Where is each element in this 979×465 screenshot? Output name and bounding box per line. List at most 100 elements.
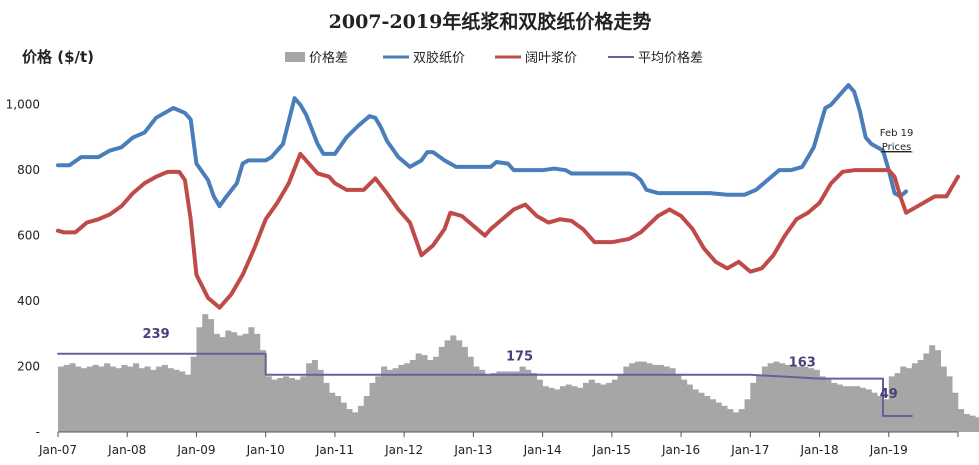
- y-tick-label: -: [36, 425, 40, 439]
- bar-price-spread: [490, 373, 497, 432]
- bar-price-spread: [508, 371, 515, 432]
- x-tick-label: Jan-16: [661, 443, 700, 457]
- bar-price-spread: [306, 363, 313, 432]
- x-tick-label: Jan-15: [592, 443, 631, 457]
- bar-price-spread: [542, 386, 549, 432]
- legend-label: 平均价格差: [638, 50, 703, 66]
- bar-price-spread: [559, 386, 566, 432]
- bar-price-spread: [802, 366, 809, 432]
- bar-price-spread: [686, 384, 693, 432]
- bar-price-spread: [450, 335, 457, 432]
- bar-price-spread: [75, 366, 82, 432]
- bar-price-spread: [663, 366, 670, 432]
- bar-price-spread: [975, 417, 979, 432]
- bar-price-spread: [871, 392, 878, 432]
- bar-price-spread: [69, 363, 76, 432]
- bar-price-spread: [346, 409, 353, 432]
- bar-price-spread: [744, 399, 751, 432]
- bar-price-spread: [202, 314, 209, 432]
- bar-price-spread: [779, 363, 786, 432]
- bar-price-spread: [150, 369, 157, 432]
- bar-price-spread: [138, 368, 145, 432]
- bar-price-spread: [386, 369, 393, 432]
- bar-price-spread: [588, 379, 595, 432]
- bar-price-spread: [906, 368, 913, 432]
- bar-price-spread: [81, 368, 88, 432]
- bar-price-spread: [444, 340, 451, 432]
- x-tick-label: Jan-14: [523, 443, 562, 457]
- bar-price-spread: [836, 384, 843, 432]
- bar-price-spread: [104, 363, 111, 432]
- bar-price-spread: [213, 333, 220, 432]
- bar-price-spread: [438, 346, 445, 432]
- annotation-avg-value: 175: [506, 350, 533, 365]
- bar-price-spread: [583, 382, 590, 432]
- bar-price-spread: [940, 366, 947, 432]
- bar-price-spread: [404, 363, 411, 432]
- bar-price-spread: [334, 396, 341, 432]
- annotation-prices: Prices: [882, 142, 912, 153]
- legend: 价格差 双胶纸价 阔叶浆价 平均价格差: [285, 50, 703, 66]
- bar-price-spread: [773, 361, 780, 432]
- bar-price-spread: [784, 364, 791, 432]
- bar-price-spread: [634, 361, 641, 432]
- bar-price-spread: [865, 389, 872, 432]
- bar-price-spread: [398, 364, 405, 432]
- bar-price-spread: [461, 346, 468, 432]
- bar-price-spread: [479, 369, 486, 432]
- x-tick-label: Jan-13: [453, 443, 492, 457]
- bar-price-spread: [127, 366, 134, 432]
- bar-price-spread: [704, 396, 711, 432]
- bars-layer: [58, 314, 979, 432]
- bar-price-spread: [842, 386, 849, 432]
- bar-price-spread: [848, 386, 855, 432]
- bar-price-spread: [721, 405, 728, 432]
- bar-price-spread: [629, 363, 636, 432]
- bar-price-spread: [571, 386, 578, 432]
- bar-price-spread: [427, 360, 434, 432]
- line-avg-spread: [57, 352, 913, 417]
- bar-price-spread: [761, 366, 768, 432]
- bar-price-spread: [698, 392, 705, 432]
- bar-price-spread: [900, 366, 907, 432]
- bar-price-spread: [652, 364, 659, 432]
- bar-price-spread: [467, 356, 474, 432]
- bar-price-spread: [369, 382, 376, 432]
- bar-price-spread: [323, 382, 330, 432]
- x-tick-label: Jan-09: [176, 443, 215, 457]
- bar-price-spread: [825, 379, 832, 432]
- bar-price-spread: [888, 376, 895, 432]
- bar-price-spread: [513, 371, 520, 432]
- bar-price-spread: [681, 379, 688, 432]
- bar-price-spread: [277, 378, 284, 432]
- legend-label: 双胶纸价: [413, 50, 465, 66]
- bar-price-spread: [225, 330, 232, 432]
- bar-price-spread: [115, 368, 122, 432]
- bar-price-spread: [600, 384, 607, 432]
- bar-price-spread: [456, 340, 463, 432]
- bar-price-spread: [92, 364, 99, 432]
- y-tick-label: 200: [17, 360, 40, 374]
- bar-price-spread: [196, 327, 203, 432]
- bar-price-spread: [300, 376, 307, 432]
- bar-price-spread: [173, 369, 180, 432]
- bar-price-spread: [392, 368, 399, 432]
- x-tick-label: Jan-07: [38, 443, 77, 457]
- legend-label: 阔叶浆价: [525, 51, 577, 66]
- bar-price-spread: [179, 371, 186, 432]
- bar-price-spread: [929, 345, 936, 432]
- bar-price-spread: [502, 371, 509, 432]
- y-tick-label: 800: [17, 163, 40, 177]
- y-tick-label: 1,000: [6, 98, 40, 112]
- bar-price-spread: [208, 319, 215, 432]
- bar-price-spread: [288, 378, 295, 432]
- x-tick-label: Jan-11: [315, 443, 354, 457]
- bar-price-spread: [565, 384, 572, 432]
- bar-price-spread: [329, 392, 336, 432]
- y-tick-label: 400: [17, 294, 40, 308]
- bar-price-spread: [219, 337, 226, 432]
- bar-price-spread: [86, 366, 93, 432]
- lines-layer: [56, 83, 960, 417]
- bar-price-spread: [231, 332, 238, 432]
- bar-price-spread: [796, 366, 803, 432]
